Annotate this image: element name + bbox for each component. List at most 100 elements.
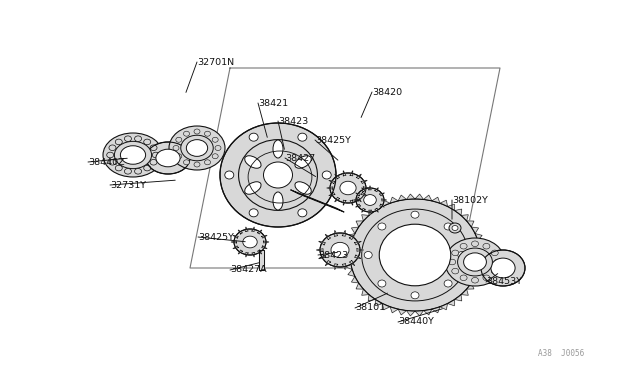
Ellipse shape [194,162,200,167]
Polygon shape [356,197,361,202]
Polygon shape [361,180,367,183]
Polygon shape [356,283,364,289]
Text: 38425Y: 38425Y [198,232,234,241]
Polygon shape [471,227,479,234]
Polygon shape [329,192,335,196]
Polygon shape [319,255,325,259]
Polygon shape [246,253,248,257]
Ellipse shape [449,259,456,265]
Ellipse shape [356,188,384,212]
Polygon shape [478,241,484,248]
Polygon shape [454,209,461,215]
Polygon shape [475,234,482,241]
Ellipse shape [184,160,189,165]
Polygon shape [467,221,474,227]
Polygon shape [368,209,376,215]
Ellipse shape [444,223,452,230]
Polygon shape [329,180,335,183]
Polygon shape [346,241,352,248]
Polygon shape [383,200,390,206]
Ellipse shape [378,280,386,287]
Ellipse shape [364,251,372,259]
Ellipse shape [225,171,234,179]
Polygon shape [348,234,355,241]
Ellipse shape [186,140,207,156]
Ellipse shape [472,278,479,283]
Ellipse shape [472,241,479,247]
Polygon shape [461,215,468,221]
Ellipse shape [124,136,131,141]
Ellipse shape [249,209,258,217]
Polygon shape [252,227,254,231]
Ellipse shape [362,209,468,301]
Ellipse shape [330,173,366,203]
Polygon shape [364,187,369,189]
Polygon shape [357,249,364,251]
Ellipse shape [173,145,179,151]
Polygon shape [343,200,346,205]
Ellipse shape [460,243,467,249]
Text: 38425Y: 38425Y [315,135,351,144]
Ellipse shape [449,223,461,233]
Ellipse shape [452,268,459,274]
Ellipse shape [483,243,490,249]
Ellipse shape [239,140,317,210]
Polygon shape [344,255,351,262]
Polygon shape [382,199,387,201]
Ellipse shape [205,160,211,165]
Ellipse shape [215,145,221,151]
Text: 38421: 38421 [258,99,288,108]
Ellipse shape [156,149,180,167]
Text: 38420: 38420 [372,87,402,96]
Ellipse shape [103,133,163,177]
Ellipse shape [295,182,311,194]
Ellipse shape [322,171,332,179]
Ellipse shape [458,251,466,259]
Polygon shape [291,190,344,212]
Ellipse shape [460,275,467,280]
Polygon shape [398,309,406,315]
Polygon shape [390,307,398,313]
Ellipse shape [124,169,131,174]
Polygon shape [440,304,447,310]
Text: 38423: 38423 [318,250,348,260]
Ellipse shape [234,229,266,255]
Polygon shape [415,194,424,199]
Polygon shape [335,230,338,236]
Polygon shape [259,250,264,270]
Polygon shape [231,241,236,243]
Text: 38440Y: 38440Y [398,317,434,327]
Polygon shape [348,269,355,276]
Ellipse shape [491,258,515,278]
Polygon shape [398,195,406,201]
Polygon shape [325,260,331,266]
Ellipse shape [194,129,200,134]
Polygon shape [362,289,369,295]
Polygon shape [478,262,484,269]
Polygon shape [454,295,461,301]
Polygon shape [246,227,248,231]
Ellipse shape [144,139,150,145]
Ellipse shape [107,152,114,158]
Ellipse shape [483,275,490,280]
Ellipse shape [350,199,480,311]
Ellipse shape [120,146,146,164]
Ellipse shape [115,139,122,145]
Ellipse shape [150,160,157,165]
Polygon shape [406,311,415,316]
Ellipse shape [243,236,257,248]
Polygon shape [257,230,262,234]
Ellipse shape [452,225,458,231]
Ellipse shape [212,154,218,159]
Polygon shape [380,193,384,196]
Polygon shape [350,200,353,205]
Polygon shape [461,289,468,295]
Ellipse shape [273,140,283,158]
Text: 38423: 38423 [278,116,308,125]
Polygon shape [325,234,331,240]
Text: 38440Z: 38440Z [88,157,125,167]
Polygon shape [368,295,376,301]
Ellipse shape [411,211,419,218]
Polygon shape [424,195,432,201]
Polygon shape [346,262,352,269]
